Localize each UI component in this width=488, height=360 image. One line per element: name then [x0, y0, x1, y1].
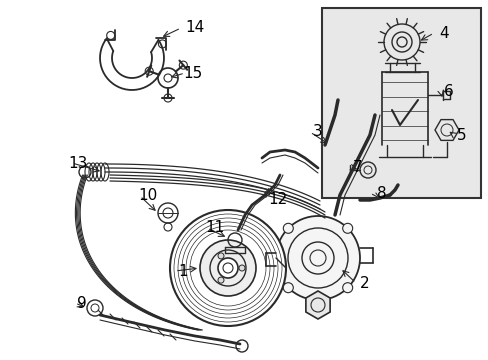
Circle shape — [170, 210, 285, 326]
Text: 5: 5 — [456, 127, 466, 143]
Circle shape — [275, 216, 359, 300]
Text: 13: 13 — [68, 156, 87, 171]
Circle shape — [342, 283, 352, 293]
Text: 7: 7 — [352, 159, 362, 175]
Circle shape — [200, 240, 256, 296]
Text: 3: 3 — [312, 125, 322, 139]
Text: 1: 1 — [178, 264, 187, 279]
Text: 15: 15 — [183, 66, 202, 81]
Text: 2: 2 — [360, 275, 369, 291]
Circle shape — [283, 223, 293, 233]
Circle shape — [218, 277, 224, 283]
Text: 4: 4 — [438, 26, 448, 40]
Polygon shape — [305, 291, 329, 319]
Text: 6: 6 — [443, 85, 453, 99]
Text: 12: 12 — [268, 193, 287, 207]
Text: 10: 10 — [138, 189, 157, 203]
Text: 11: 11 — [205, 220, 224, 235]
Circle shape — [342, 223, 352, 233]
Text: 14: 14 — [185, 21, 204, 36]
Text: 8: 8 — [376, 185, 386, 201]
Circle shape — [218, 258, 238, 278]
Text: 9: 9 — [77, 296, 87, 310]
Circle shape — [218, 253, 224, 259]
Circle shape — [283, 283, 293, 293]
Circle shape — [239, 265, 244, 271]
Bar — [321, 8, 480, 198]
